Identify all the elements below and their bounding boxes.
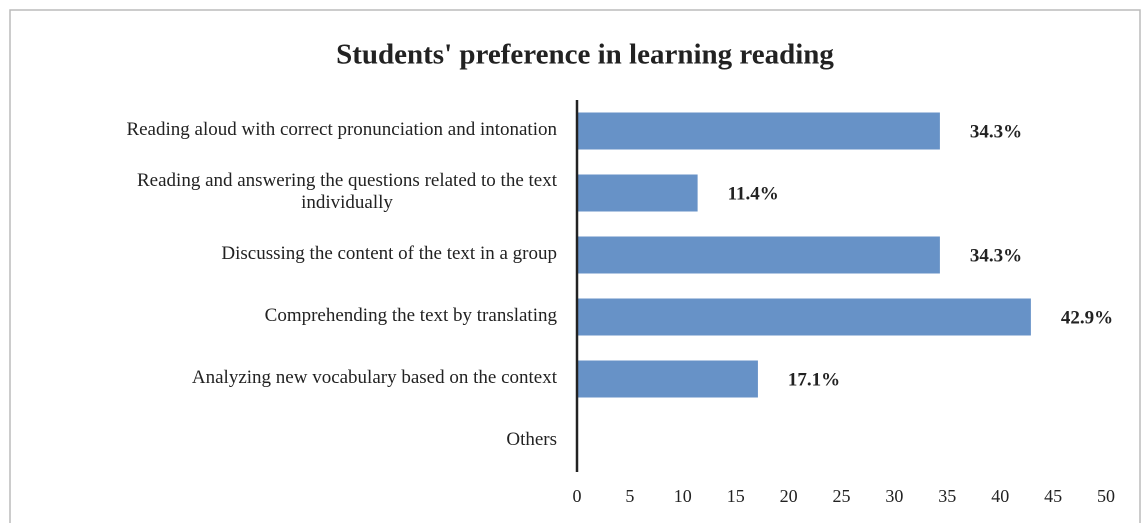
x-tick-label: 35 [938,486,956,506]
data-label: 17.1% [788,369,840,390]
y-tick-label: Others [506,429,557,450]
data-label: 11.4% [728,183,779,204]
y-tick-label: Comprehending the text by translating [265,305,558,326]
y-tick-label: Analyzing new vocabulary based on the co… [192,367,558,388]
x-tick-label: 15 [727,486,745,506]
chart-title: Students' preference in learning reading [336,39,834,71]
chart-frame [9,9,1141,523]
bar [577,174,698,212]
x-tick-label: 20 [780,486,798,506]
x-tick-label: 50 [1097,486,1115,506]
bar [577,236,940,274]
data-label: 34.3% [970,121,1022,142]
x-tick-label: 5 [625,486,634,506]
bar [577,298,1031,336]
x-tick-label: 10 [674,486,692,506]
x-tick-label: 30 [885,486,903,506]
x-tick-label: 25 [833,486,851,506]
data-label: 42.9% [1061,307,1113,328]
bar [577,360,758,398]
x-tick-label: 0 [573,486,582,506]
x-tick-label: 40 [991,486,1009,506]
x-tick-label: 45 [1044,486,1062,506]
y-tick-label: Reading aloud with correct pronunciation… [126,119,557,140]
data-label: 34.3% [970,245,1022,266]
y-tick-label: Discussing the content of the text in a … [221,243,557,264]
y-tick-label: Reading and answering the questions rela… [137,170,558,213]
bar [577,112,940,150]
